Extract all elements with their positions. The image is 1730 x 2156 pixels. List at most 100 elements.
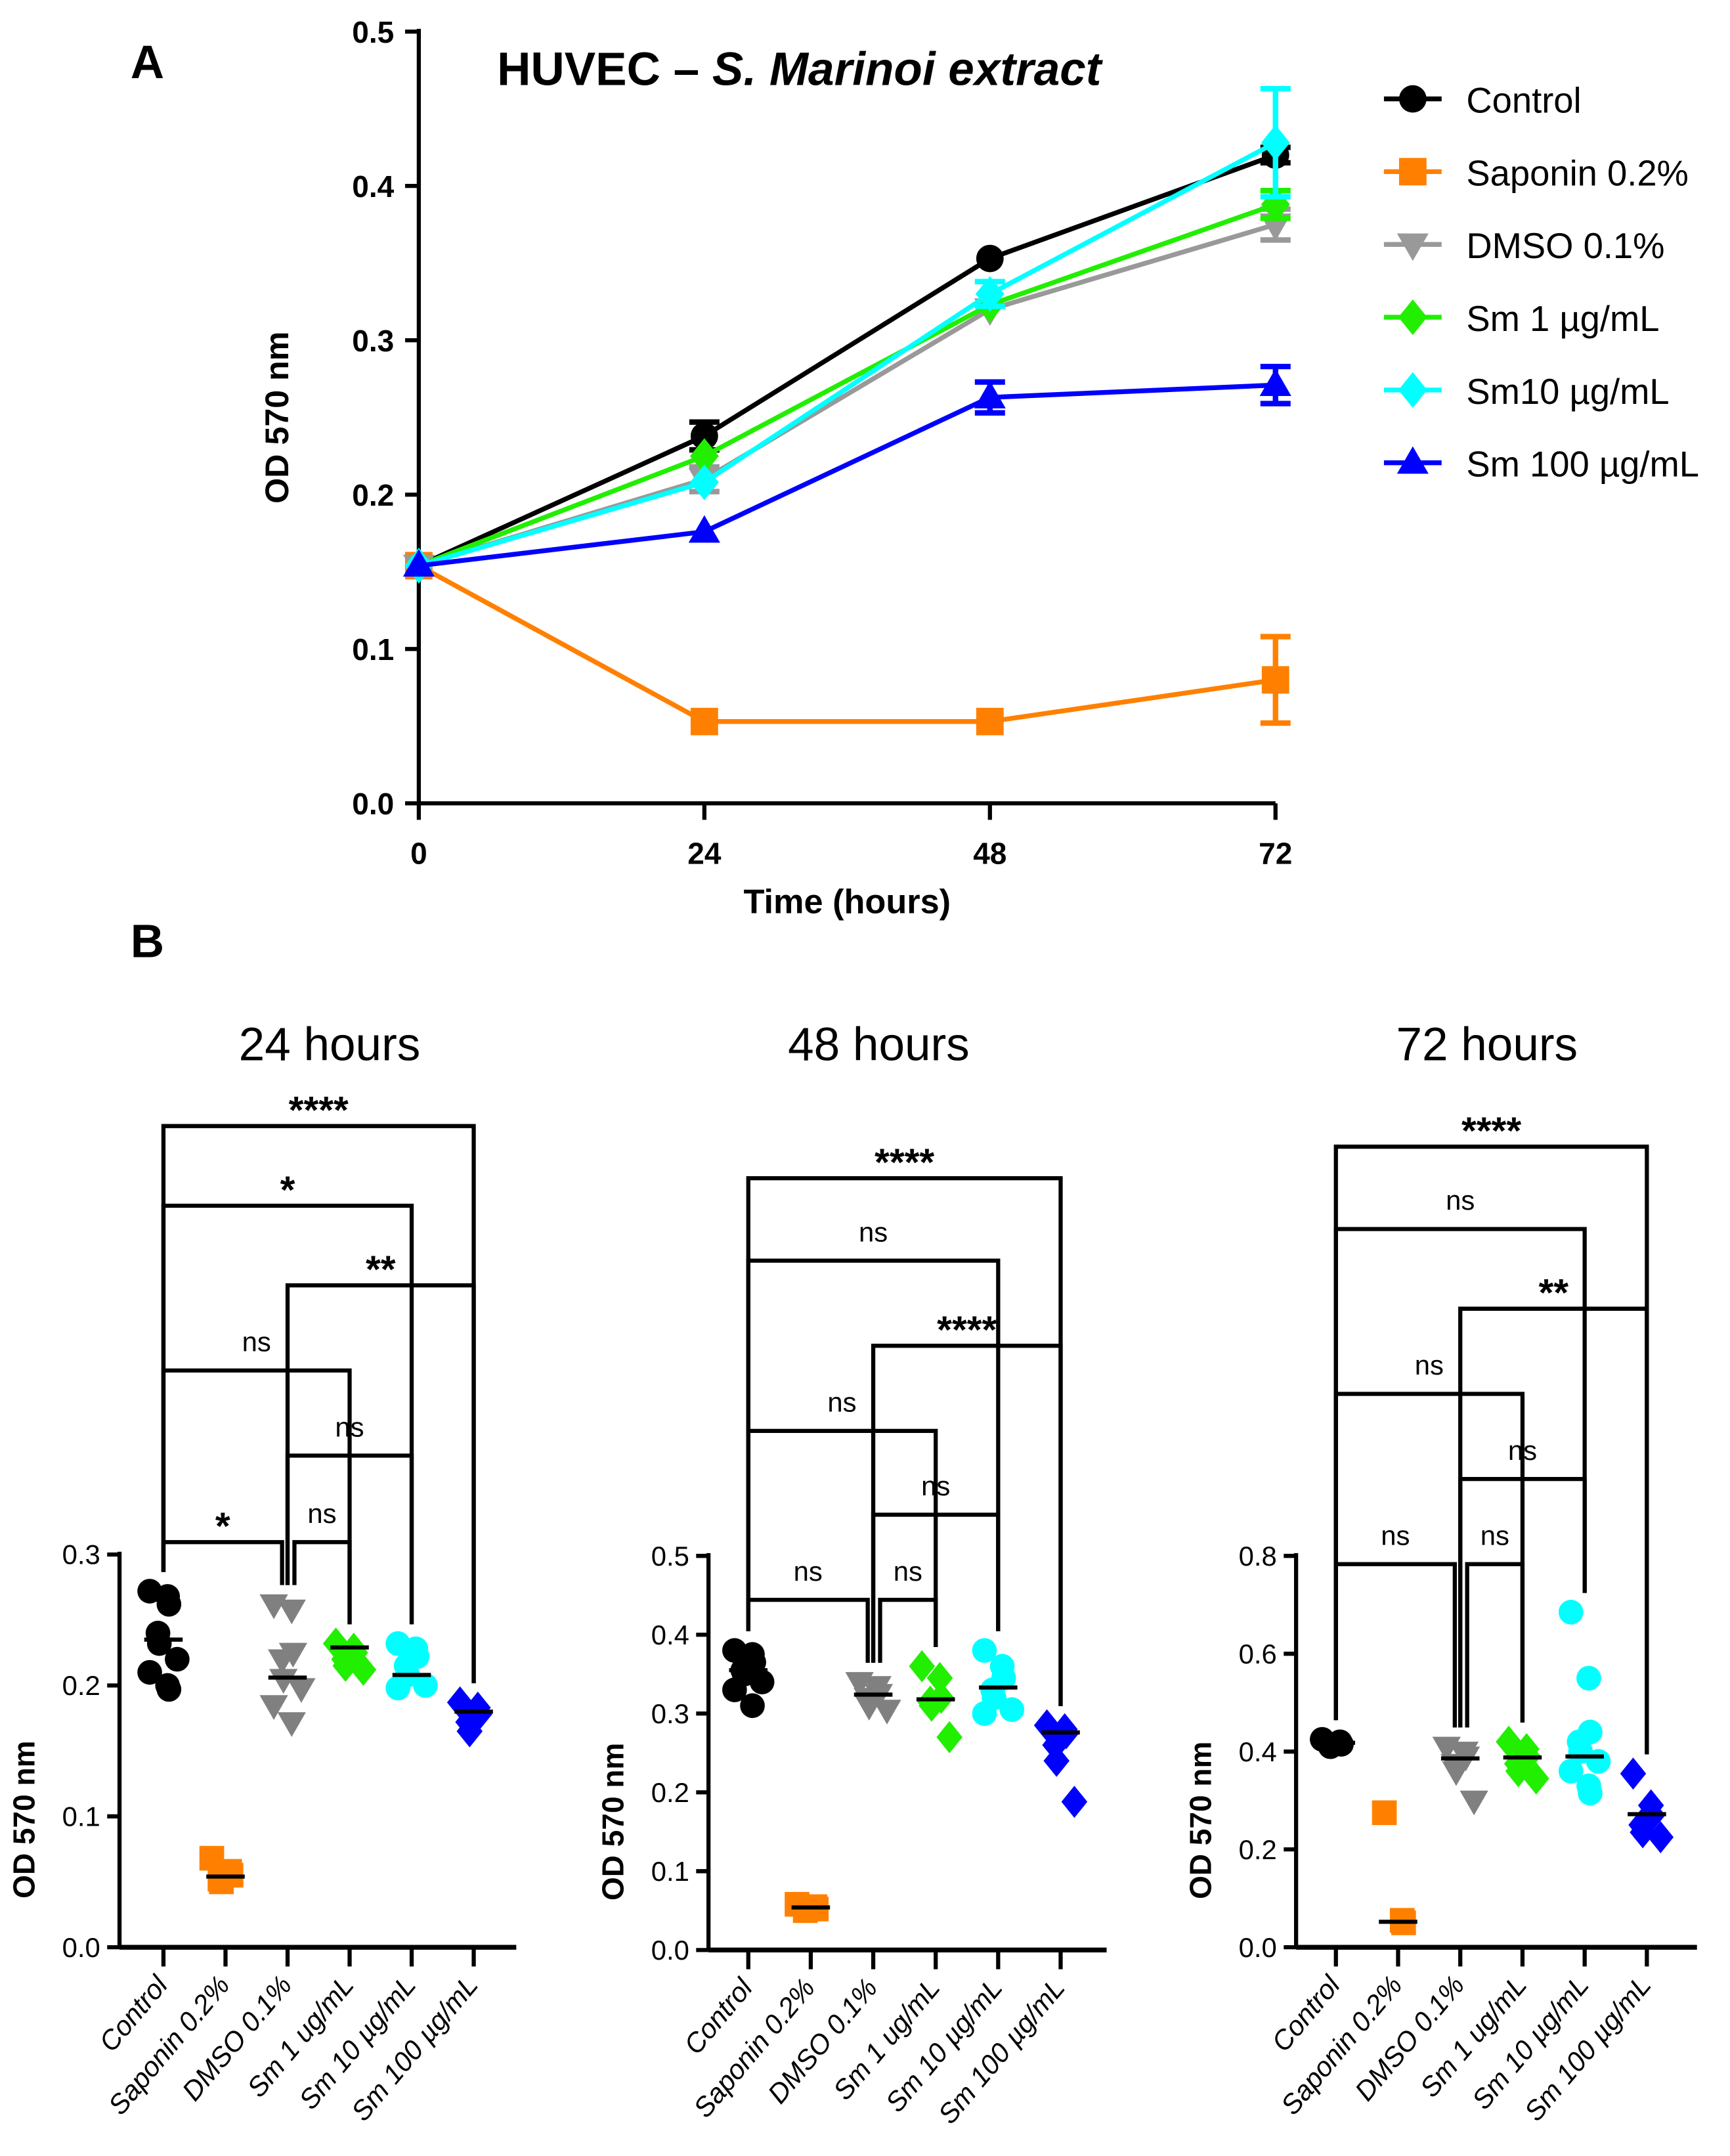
significance-bracket — [746, 1597, 870, 1663]
legend-label: Saponin 0.2% — [1466, 153, 1689, 193]
data-point — [1460, 1790, 1488, 1816]
series-saponin-0-2- — [404, 552, 1291, 736]
data-point — [1558, 1759, 1584, 1784]
data-point — [926, 1661, 953, 1694]
subplot-title: 48 hours — [788, 1019, 970, 1070]
data-point — [909, 1650, 936, 1683]
significance-bracket — [878, 1597, 938, 1663]
group-sm-1-ug-ml — [322, 1627, 377, 1686]
significance-label: ns — [307, 1498, 336, 1529]
y-tick-label: 0.1 — [352, 632, 394, 667]
data-point — [259, 1695, 288, 1720]
data-point — [722, 1677, 747, 1703]
data-point — [165, 1646, 190, 1672]
data-point — [1630, 1816, 1656, 1849]
data-point — [350, 1654, 377, 1686]
chart-a-ylabel: OD 570 nm — [259, 332, 295, 504]
significance-bracket — [871, 1512, 1001, 1663]
significance-label: **** — [289, 1089, 349, 1132]
y-tick-label: 0.2 — [1239, 1834, 1277, 1865]
group-dmso-0-1- — [1432, 1736, 1488, 1816]
group-sm-1-ug-ml — [909, 1650, 962, 1753]
data-point — [1523, 1762, 1549, 1795]
significance-bracket — [292, 1540, 352, 1625]
group-saponin-0-2- — [199, 1845, 245, 1895]
data-point — [1061, 1786, 1088, 1818]
data-point — [919, 1689, 945, 1722]
data-point — [1578, 1780, 1603, 1806]
significance-label: ns — [894, 1556, 922, 1587]
data-point — [976, 707, 1004, 736]
y-tick-label: 0.5 — [352, 15, 394, 49]
data-point — [277, 1599, 306, 1625]
data-point — [456, 1715, 483, 1748]
legend-marker — [1396, 446, 1429, 474]
significance-label: ns — [335, 1411, 364, 1442]
significance-label: ns — [1508, 1435, 1537, 1466]
significance-label: ** — [366, 1248, 396, 1291]
legend-marker — [1398, 158, 1427, 186]
series-dmso-0-1- — [402, 206, 1291, 583]
y-tick-label: 0.1 — [62, 1801, 100, 1832]
significance-bracket — [285, 1453, 414, 1625]
significance-label: ns — [1446, 1185, 1475, 1216]
y-tick-label: 0.3 — [651, 1698, 689, 1729]
data-point — [972, 1701, 997, 1727]
significance-label: ns — [242, 1327, 271, 1357]
y-tick-label: 0.4 — [352, 169, 394, 204]
significance-bracket — [161, 1368, 352, 1625]
data-point — [1576, 1665, 1601, 1691]
group-sm-10-g-ml — [972, 1638, 1025, 1727]
group-sm-100-g-ml — [1620, 1757, 1674, 1854]
series-line — [418, 382, 1276, 568]
legend-marker — [1396, 233, 1429, 261]
chart-a-title-plain: HUVEC – — [497, 44, 712, 96]
significance-label: ns — [859, 1216, 888, 1247]
significance-label: * — [280, 1169, 295, 1212]
data-point — [749, 1669, 775, 1695]
legend-label: Sm10 µg/mL — [1466, 372, 1669, 412]
data-point — [1620, 1757, 1647, 1790]
data-point — [976, 244, 1004, 273]
data-point — [792, 1898, 818, 1924]
group-sm-100-g-ml — [446, 1686, 493, 1748]
data-point — [267, 1649, 297, 1675]
significance-label: **** — [1461, 1110, 1521, 1153]
data-point — [287, 1678, 316, 1704]
data-point — [1261, 666, 1289, 694]
data-point — [999, 1697, 1025, 1723]
x-tick-label: 72 — [1259, 836, 1292, 870]
y-tick-label: 0.0 — [1239, 1932, 1277, 1963]
significance-bracket — [1333, 1392, 1525, 1723]
data-point — [688, 515, 720, 543]
data-point — [740, 1693, 765, 1719]
group-saponin-0-2- — [785, 1891, 831, 1924]
data-point — [1372, 1800, 1397, 1826]
significance-label: **** — [875, 1141, 934, 1184]
y-tick-label: 0.6 — [1239, 1639, 1277, 1669]
data-point — [1442, 1761, 1471, 1786]
legend-label: DMSO 0.1% — [1466, 226, 1664, 266]
significance-label: ns — [1415, 1350, 1444, 1380]
y-tick-label: 0.8 — [1239, 1541, 1277, 1572]
significance-bracket — [1465, 1562, 1525, 1728]
group-dmso-0-1- — [259, 1594, 316, 1737]
legend-label: Control — [1466, 80, 1581, 120]
significance-label: * — [215, 1505, 230, 1548]
data-point — [466, 1698, 492, 1730]
data-point — [1259, 368, 1291, 397]
significance-bracket — [161, 1124, 476, 1684]
data-point — [156, 1677, 182, 1702]
y-tick-label: 0.5 — [651, 1541, 689, 1572]
y-tick-label: 0.3 — [352, 324, 394, 358]
y-axis-label: OD 570 nm — [7, 1741, 41, 1899]
data-point — [690, 707, 718, 736]
data-point — [975, 276, 1005, 312]
legend-marker — [1398, 299, 1427, 336]
data-point — [402, 549, 435, 577]
y-tick-label: 0.4 — [651, 1619, 689, 1650]
